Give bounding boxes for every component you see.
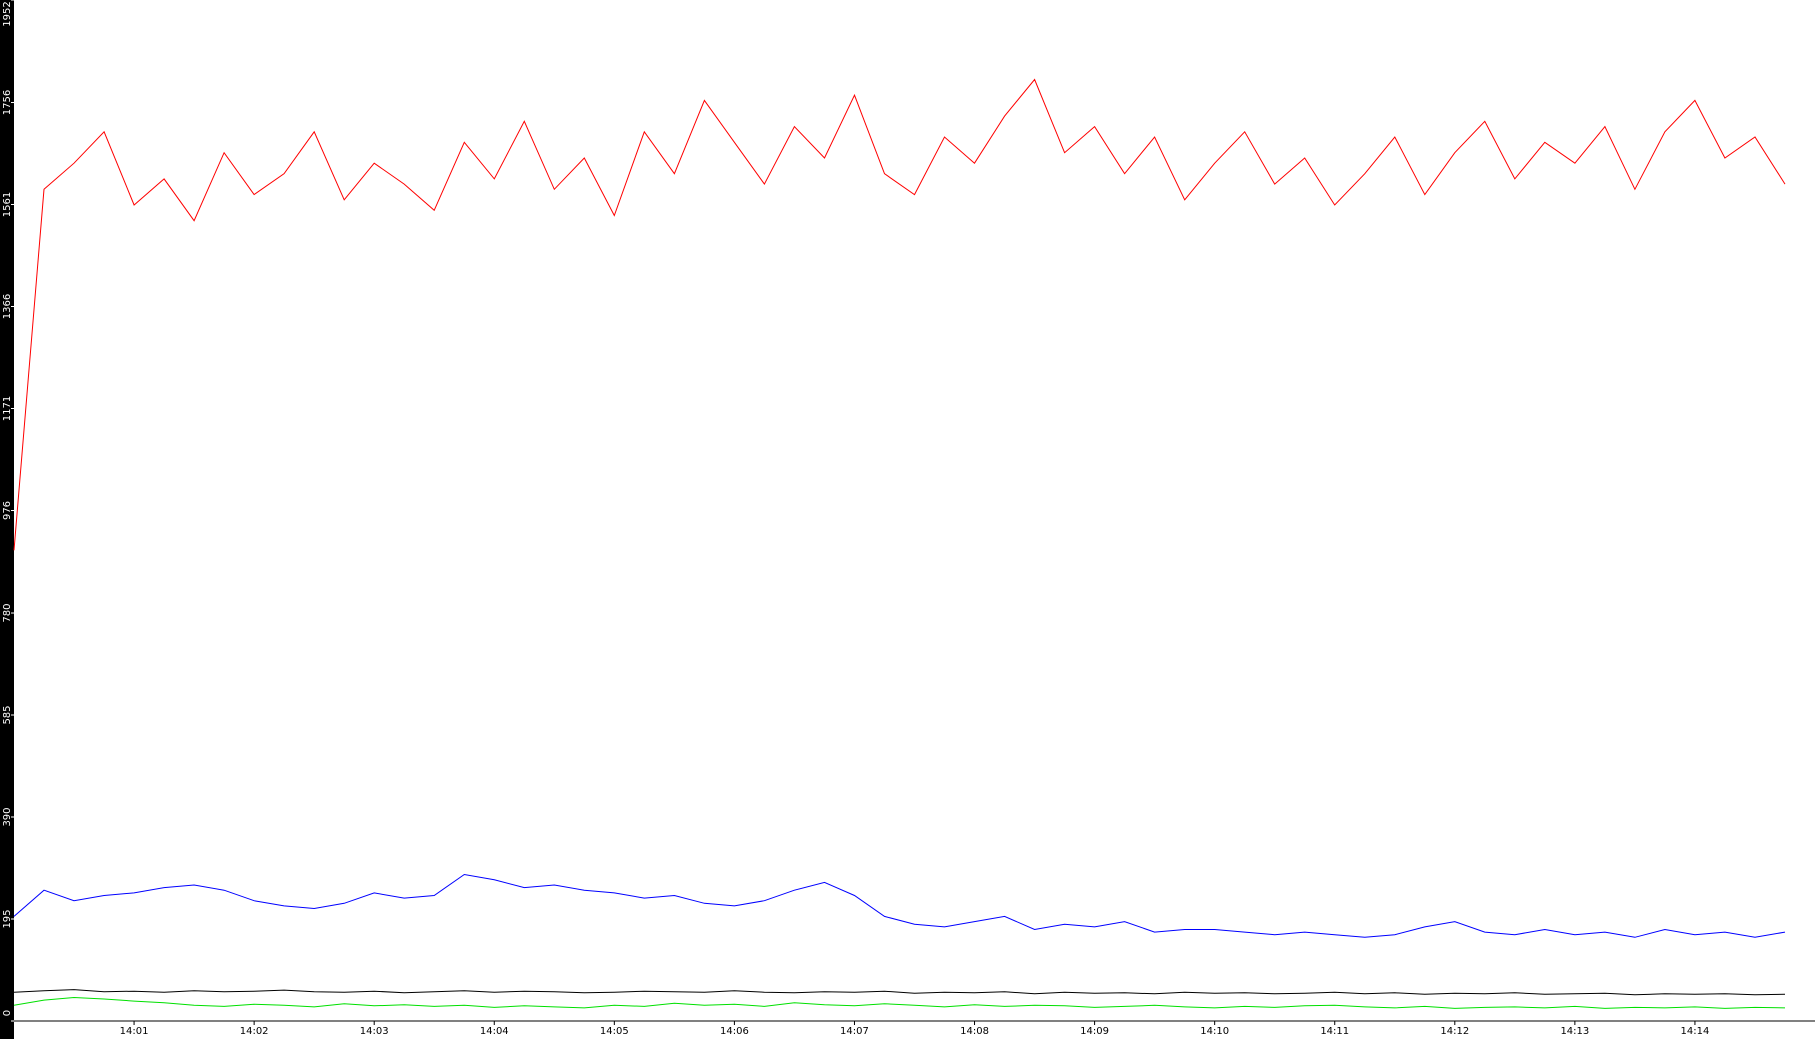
series-line: [13, 989, 1786, 996]
x-tick-label: 14:09: [1080, 1026, 1109, 1037]
x-tick-label: 14:06: [720, 1026, 749, 1037]
y-tick-label: 390: [2, 807, 13, 826]
y-tick-label: 780: [2, 603, 13, 622]
x-tick-label: 14:01: [120, 1026, 149, 1037]
y-tick-label: 585: [2, 705, 13, 724]
y-tick-label: 195: [2, 909, 13, 928]
series-line: [13, 78, 1786, 551]
y-tick-label: 1171: [2, 396, 13, 421]
x-tick-label: 14:05: [600, 1026, 629, 1037]
x-tick-label: 14:11: [1320, 1026, 1349, 1037]
x-tick-label: 14:14: [1681, 1026, 1710, 1037]
x-tick-label: 14:12: [1440, 1026, 1469, 1037]
x-tick-label: 14:10: [1200, 1026, 1229, 1037]
x-tick-label: 14:02: [240, 1026, 269, 1037]
series-line: [13, 873, 1786, 938]
x-tick-label: 14:03: [360, 1026, 389, 1037]
x-tick-label: 14:13: [1560, 1026, 1589, 1037]
x-tick-label: 14:07: [840, 1026, 869, 1037]
x-tick-label: 14:04: [480, 1026, 509, 1037]
y-tick-label: 976: [2, 501, 13, 520]
y-axis-strip: [0, 0, 14, 1039]
y-tick-label: 1952: [2, 1, 13, 26]
y-tick-label: 0: [2, 1010, 13, 1016]
y-tick-label: 1366: [2, 294, 13, 319]
y-tick-label: 1561: [2, 192, 13, 217]
series-line: [13, 996, 1786, 1009]
x-tick-label: 14:08: [960, 1026, 989, 1037]
y-tick-label: 1756: [2, 90, 13, 115]
